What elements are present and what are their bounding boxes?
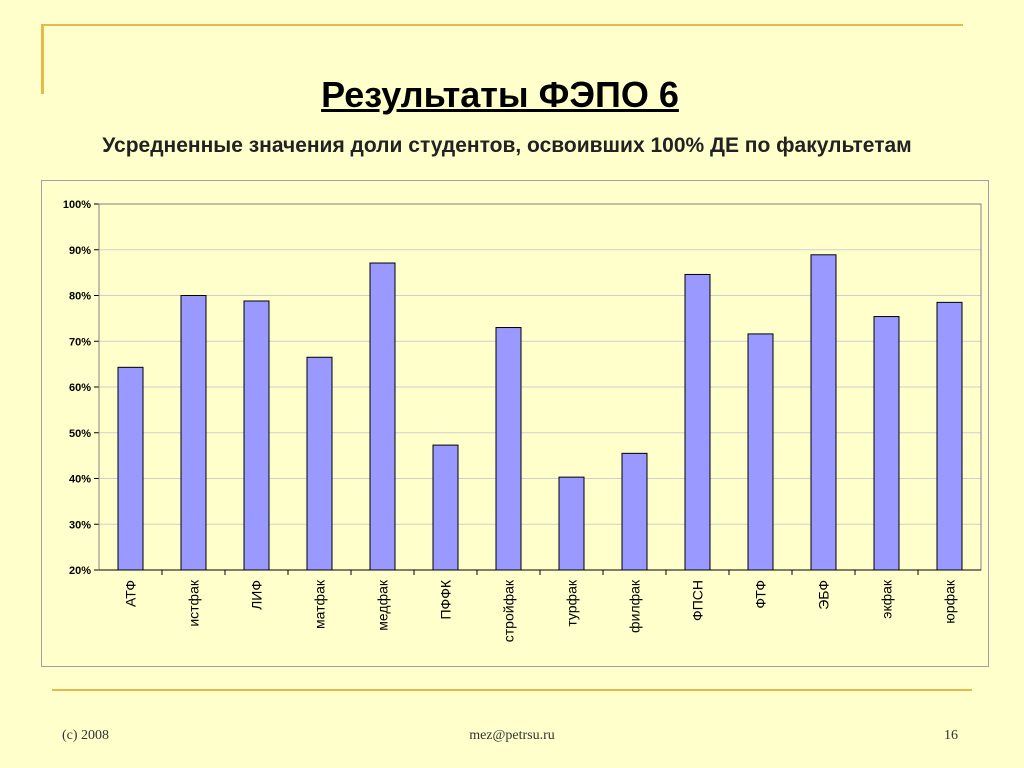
x-tick-label: ЛИФ	[249, 580, 265, 610]
x-tick-label: ПФФК	[438, 579, 454, 619]
bar-chart: 20% 30% 40% 50% 60% 70% 80% 90% 100% АТФ истфак ЛИФ…	[63, 199, 982, 642]
x-tick-label: экфак	[879, 579, 895, 619]
x-tick-label: ЭБФ	[816, 580, 832, 610]
y-tick-label: 40%	[69, 474, 91, 486]
bar-10	[684, 273, 711, 571]
bar-7	[495, 327, 522, 571]
bar-14	[936, 301, 963, 571]
x-tick-label: ФТФ	[753, 580, 769, 609]
chart-frame: 20% 30% 40% 50% 60% 70% 80% 90% 100% АТФ истфак ЛИФ…	[41, 180, 989, 667]
y-tick-label: 20%	[69, 565, 91, 577]
y-tick-label: 80%	[69, 291, 91, 303]
bar-4	[306, 356, 333, 571]
decor-bottom-line	[52, 689, 972, 691]
bar-3	[243, 300, 270, 571]
x-tick-label: турфак	[564, 579, 580, 627]
x-tick-label: ФПСН	[690, 580, 706, 621]
bar-5	[369, 262, 396, 571]
x-tick-label: медфак	[375, 579, 391, 631]
y-tick-label: 100%	[63, 199, 91, 211]
decor-top-line	[41, 24, 963, 26]
x-tick-label: стройфак	[501, 579, 517, 642]
slide-title: Результаты ФЭПО 6	[321, 74, 679, 115]
bar-13	[873, 316, 900, 571]
footer-page-number: 16	[944, 728, 958, 743]
y-tick-label: 90%	[69, 245, 91, 257]
x-tick-label: АТФ	[123, 580, 139, 607]
bar-6	[432, 444, 459, 571]
y-tick-label: 70%	[69, 336, 91, 348]
x-tick-label: истфак	[186, 579, 202, 627]
x-tick-label: филфак	[627, 579, 643, 633]
y-tick-label: 50%	[69, 428, 91, 440]
x-tick-label: матфак	[312, 579, 328, 629]
y-tick-label: 30%	[69, 519, 91, 531]
footer-copyright: (c) 2008	[62, 728, 110, 743]
decor-vertical-line	[41, 24, 44, 94]
footer-email: mez@petrsu.ru	[469, 728, 555, 743]
bar-11	[747, 333, 774, 571]
bar-9	[621, 452, 648, 571]
slide-subtitle: Усредненные значения доли студентов, осв…	[102, 134, 912, 157]
x-tick-label: юрфак	[942, 579, 958, 624]
bar-1	[117, 366, 144, 571]
y-tick-label: 60%	[69, 382, 91, 394]
bar-12	[810, 254, 837, 571]
bar-8	[558, 476, 585, 571]
bar-2	[180, 295, 207, 571]
